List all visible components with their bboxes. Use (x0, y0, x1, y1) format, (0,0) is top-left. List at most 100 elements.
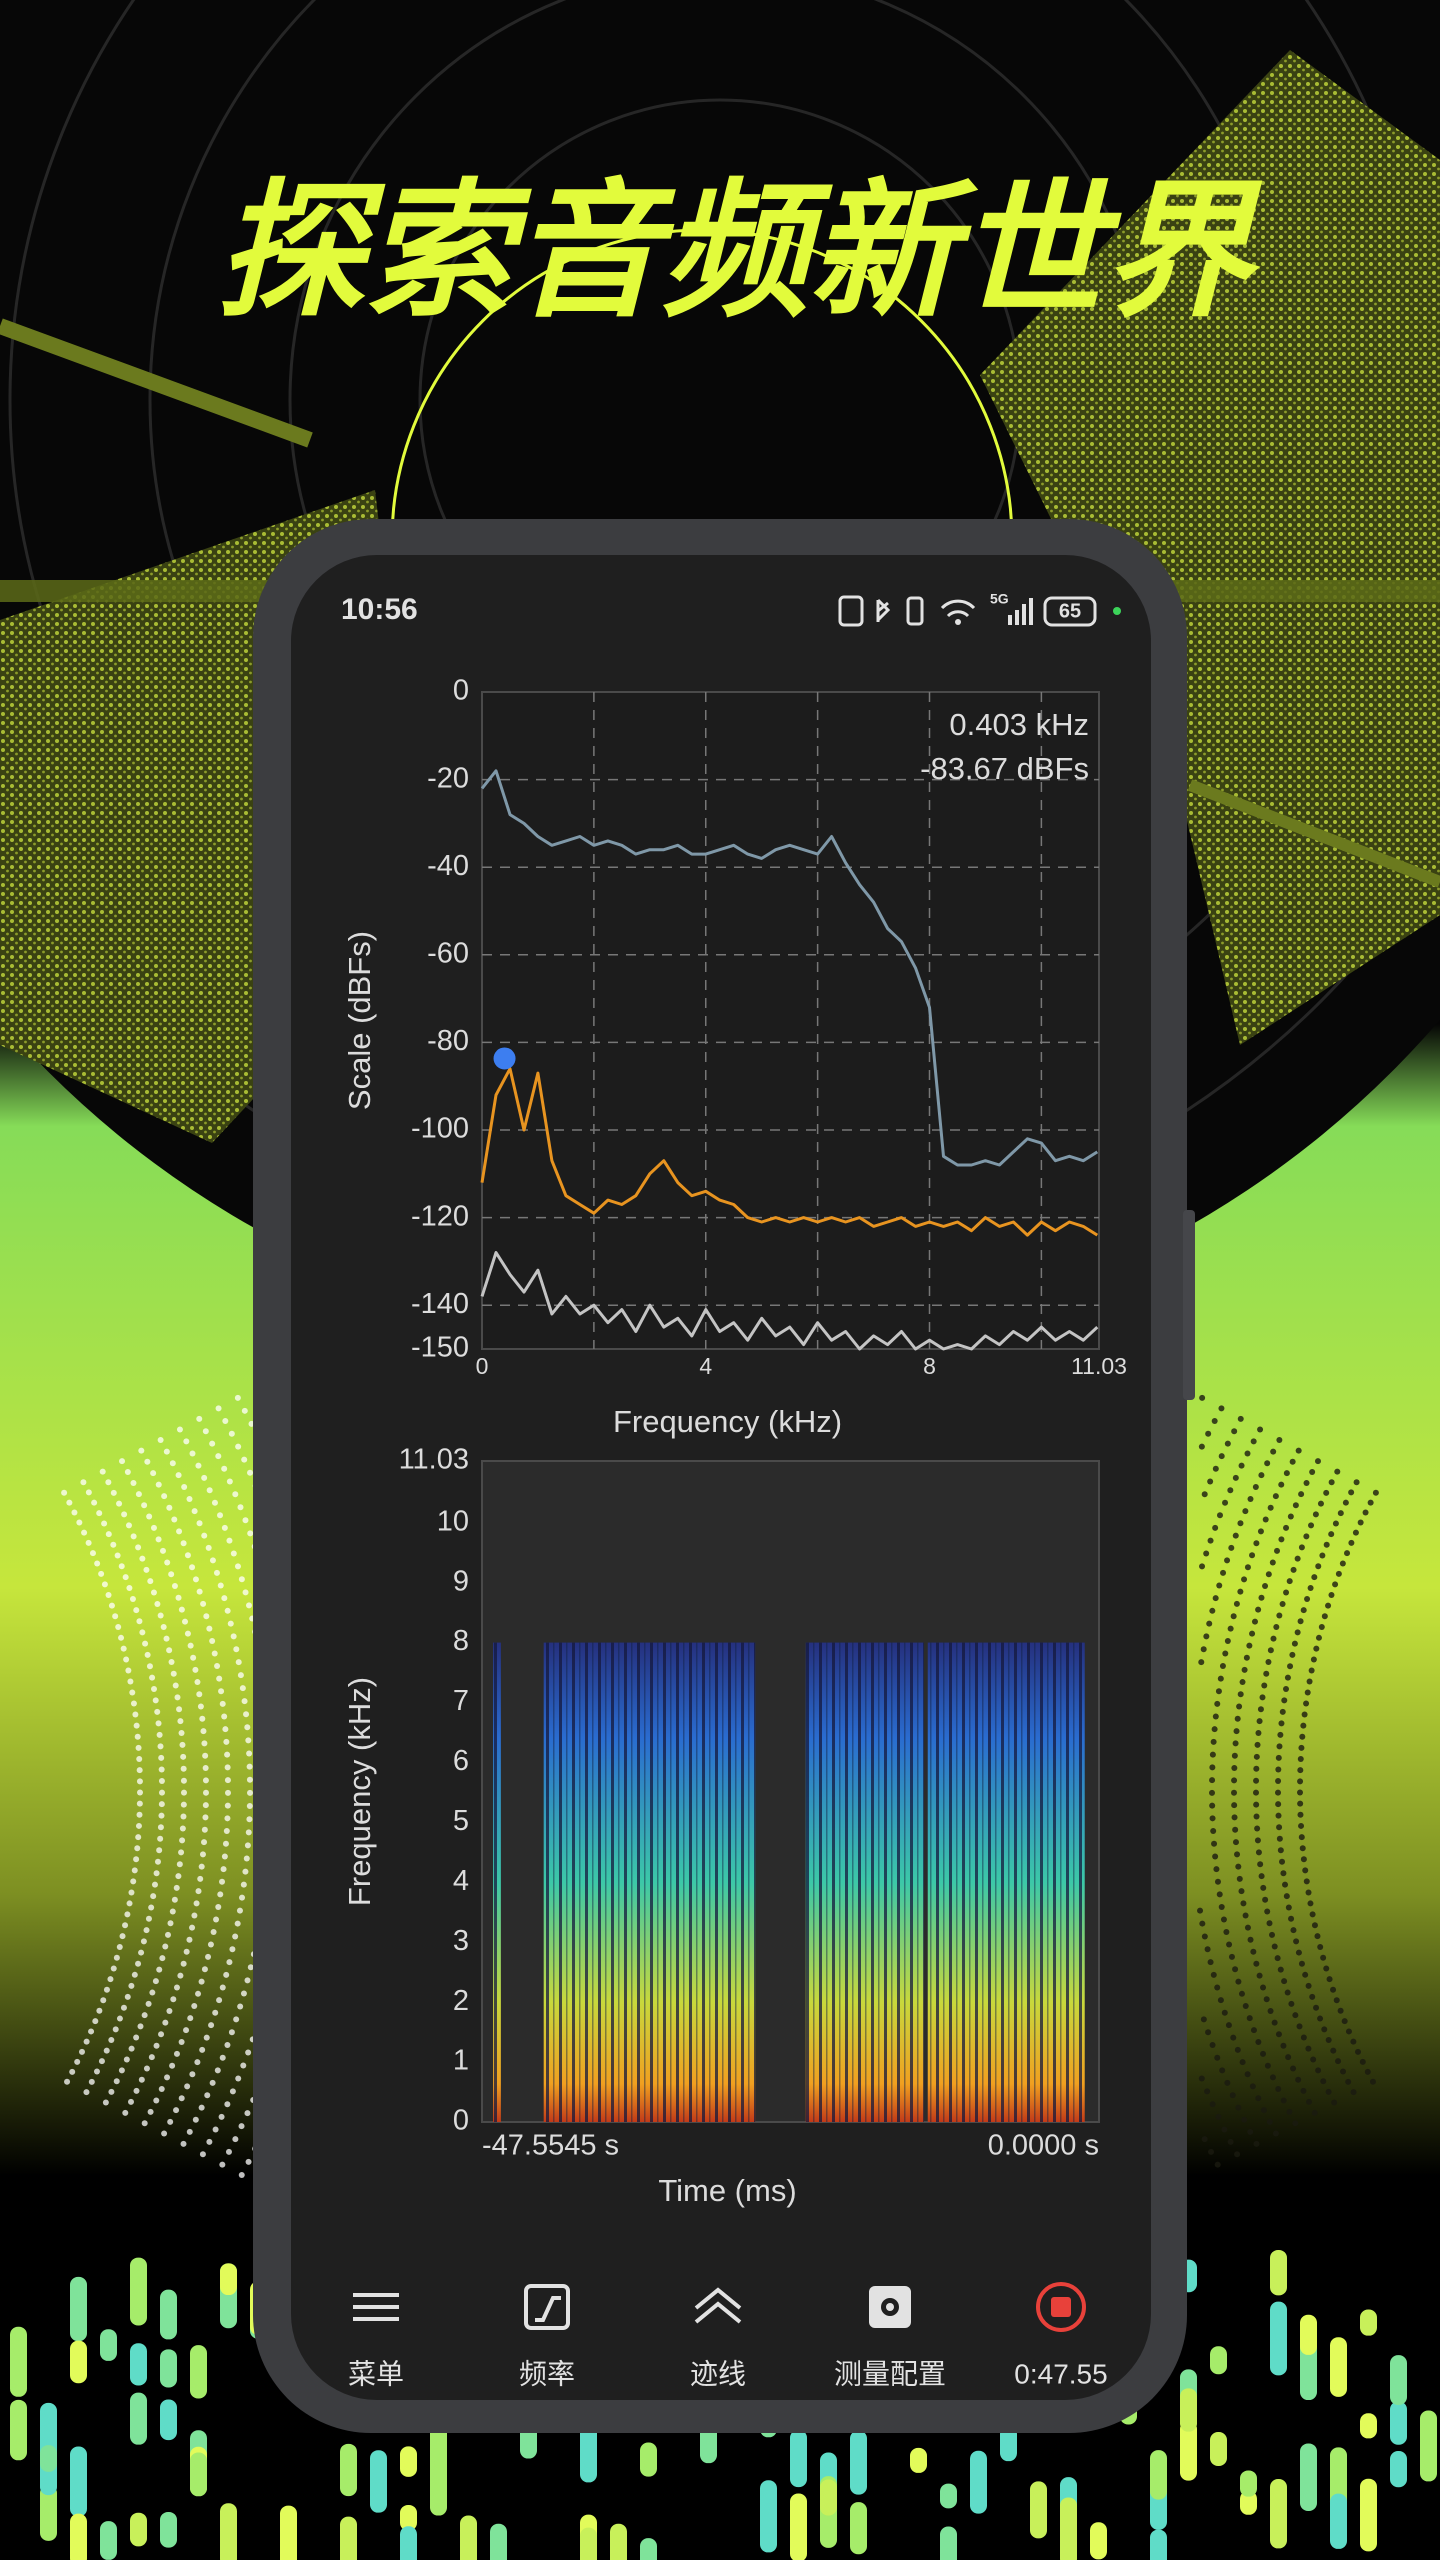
deco-dot (1345, 2028, 1352, 2035)
deco-dot (1348, 1539, 1355, 1546)
deco-dot (150, 1893, 157, 1900)
deco-dot (169, 1460, 176, 1467)
deco-dot (64, 2078, 71, 2085)
deco-dot (135, 1744, 142, 1751)
deco-dot (121, 1511, 128, 1518)
deco-dot (1212, 1713, 1219, 1720)
deco-dot (158, 1766, 165, 1773)
deco-dot (105, 1531, 112, 1538)
deco-dot (153, 2097, 160, 2104)
deco-dot (228, 1430, 235, 1437)
deco-dot (1232, 1966, 1239, 1973)
deco-dot (1197, 1907, 1204, 1914)
deco-dot (180, 1789, 187, 1796)
deco-dot (239, 1894, 246, 1901)
deco-dot (1204, 1946, 1211, 1953)
deco-dot (1241, 1576, 1248, 1583)
deco-dot (1272, 1493, 1279, 1500)
deco-dash (1330, 2493, 1347, 2526)
deco-dot (1260, 1884, 1267, 1891)
nav-label[interactable]: 测量配置 (834, 2358, 946, 2389)
deco-dot (1238, 1990, 1245, 1997)
deco-dot (108, 2037, 115, 2044)
deco-dash (1300, 2443, 1317, 2511)
deco-dot (1283, 1470, 1290, 1477)
deco-dot (1313, 1645, 1320, 1652)
deco-dot (1300, 1607, 1307, 1614)
deco-dot (1345, 2078, 1352, 2085)
x-tick-label: -47.5545 s (482, 2130, 619, 2162)
nav-item[interactable]: 测量配置 (834, 2286, 946, 2389)
deco-dot (169, 2062, 176, 2069)
nav-item[interactable]: 频率 (519, 2284, 575, 2389)
x-axis-label: Frequency (kHz) (613, 1404, 842, 1439)
deco-dot (201, 1532, 208, 1539)
deco-dot (105, 1479, 112, 1486)
deco-dot (224, 1815, 231, 1822)
deco-dot (181, 1484, 188, 1491)
y-tick-label: 7 (453, 1685, 469, 1717)
deco-dash (280, 2505, 297, 2560)
deco-dot (202, 1802, 209, 1809)
deco-dot (158, 2086, 165, 2093)
deco-dash (130, 2392, 147, 2445)
deco-dot (1357, 1519, 1364, 1526)
deco-dot (83, 2038, 90, 2045)
deco-dot (1308, 1522, 1315, 1529)
deco-dot (143, 1927, 150, 1934)
deco-dash (850, 2502, 867, 2555)
deco-dot (1302, 1867, 1309, 1874)
deco-dot (142, 1640, 149, 1647)
nav-item[interactable]: 菜单 (348, 2293, 404, 2389)
deco-dot (1222, 1650, 1229, 1657)
deco-dot (1275, 1801, 1282, 1808)
y-tick-label: -60 (427, 937, 469, 969)
deco-dot (126, 1585, 133, 1592)
deco-dot (1222, 1499, 1229, 1506)
deco-dash (1240, 2490, 1257, 2515)
deco-dot (234, 1563, 241, 1570)
deco-dot (1275, 1754, 1282, 1761)
deco-dot (1277, 1731, 1284, 1738)
deco-dot (1253, 1813, 1260, 1820)
nav-label[interactable]: 0:47.55 (1014, 2358, 1107, 2389)
nav-label[interactable]: 菜单 (348, 2358, 404, 2389)
deco-dot (247, 1469, 254, 1476)
nav-label[interactable]: 迹线 (690, 2358, 746, 2389)
deco-dot (131, 1867, 138, 1874)
nav-label[interactable]: 频率 (519, 2358, 575, 2389)
deco-dot (176, 1426, 183, 1433)
deco-dot (136, 1618, 143, 1625)
deco-dot (1294, 1555, 1301, 1562)
deco-dot (202, 1765, 209, 1772)
deco-dot (1319, 1552, 1326, 1559)
deco-band (0, 318, 313, 448)
deco-dot (1214, 2054, 1221, 2061)
spectrogram-texture (493, 1642, 501, 2122)
deco-dot (74, 2058, 81, 2065)
deco-dot (1359, 2058, 1366, 2065)
deco-dot (1276, 1612, 1283, 1619)
nav-item[interactable]: 迹线 (690, 2287, 746, 2389)
deco-dot (1303, 1878, 1310, 1885)
deco-dot (224, 2101, 231, 2108)
deco-dot (1298, 1834, 1305, 1841)
deco-dot (157, 1743, 164, 1750)
deco-dot (1334, 1468, 1341, 1475)
deco-dot (173, 1984, 180, 1991)
nav-item[interactable]: 0:47.55 (1014, 2282, 1108, 2389)
deco-dot (189, 1450, 196, 1457)
deco-dot (247, 1964, 254, 1971)
deco-dot (61, 1489, 68, 1496)
deco-dot (1266, 1920, 1273, 1927)
deco-dot (1278, 1481, 1285, 1488)
deco-dot (118, 1563, 125, 1570)
deco-dot (1214, 1700, 1221, 1707)
deco-dot (110, 1965, 117, 1972)
deco-dot (202, 1777, 209, 1784)
deco-dot (136, 1778, 143, 1785)
deco-dot (237, 1504, 244, 1511)
deco-dot (136, 1767, 143, 1774)
deco-dash (130, 2343, 147, 2386)
y-tick-label: 3 (453, 1925, 469, 1957)
